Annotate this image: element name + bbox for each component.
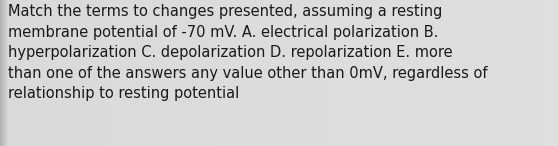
- Text: Match the terms to changes presented, assuming a resting
membrane potential of -: Match the terms to changes presented, as…: [8, 4, 487, 101]
